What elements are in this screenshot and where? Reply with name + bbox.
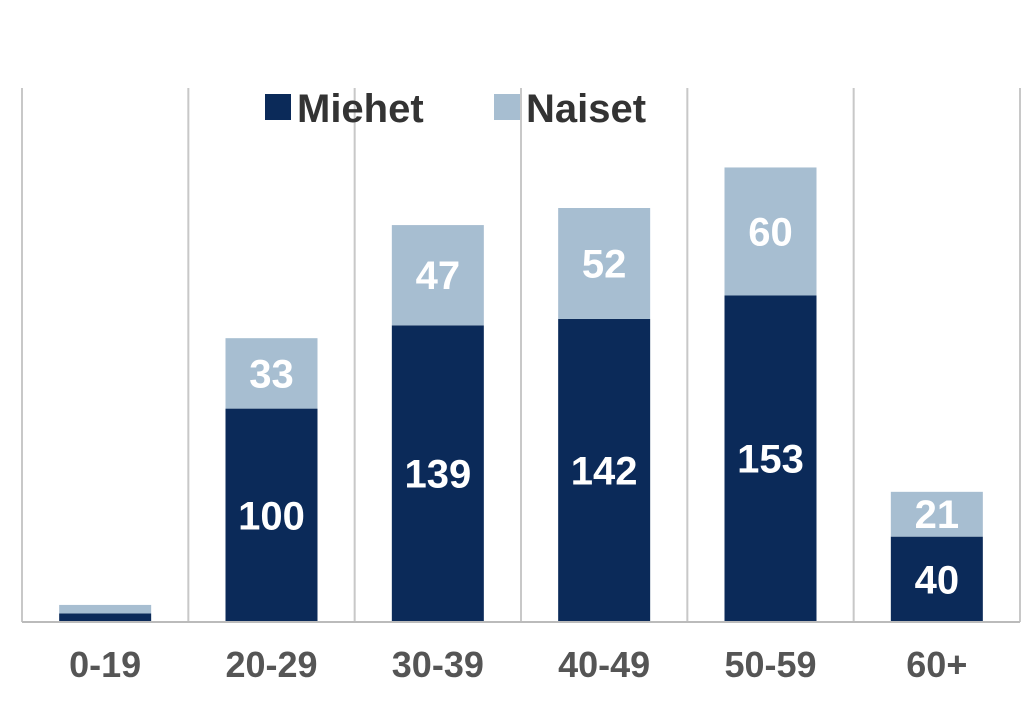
data-label-naiset-50-59: 60 [748,210,793,254]
bar-miehet-20-29 [225,408,318,622]
x-tick-label-50-59: 50-59 [724,644,816,685]
data-label-naiset-30-39: 47 [416,254,461,298]
legend-swatch-miehet [265,94,291,120]
bar-miehet-0-19 [59,613,152,622]
data-label-miehet-30-39: 139 [404,453,471,497]
legend-label-naiset: Naiset [526,87,646,131]
data-label-naiset-60+: 21 [915,493,960,537]
bar-miehet-30-39 [391,325,484,622]
legend: Miehet Naiset [265,87,646,131]
category-separators [21,88,1021,622]
data-label-miehet-40-49: 142 [571,449,638,493]
data-label-miehet-20-29: 100 [238,494,305,538]
data-label-miehet-60+: 40 [915,558,960,602]
x-tick-label-0-19: 0-19 [69,644,141,685]
x-tick-label-20-29: 20-29 [225,644,317,685]
bar-naiset-60+ [890,491,983,537]
x-tick-label-30-39: 30-39 [392,644,484,685]
data-label-miehet-50-59: 153 [737,438,804,482]
data-label-naiset-20-29: 33 [249,352,294,396]
data-label-naiset-40-49: 52 [582,242,627,286]
legend-swatch-naiset [494,94,520,120]
x-tick-labels: 0-19 20-29 30-39 40-49 50-59 60+ [69,644,967,685]
legend-label-miehet: Miehet [297,87,424,131]
bar-naiset-0-19 [59,604,152,614]
bar-naiset-30-39 [391,225,484,326]
bar-naiset-40-49 [558,208,651,319]
bar-naiset-50-59 [724,167,817,296]
x-tick-label-60+: 60+ [906,644,967,685]
bars: 100 33 139 47 142 52 153 60 40 21 [59,167,983,622]
bar-miehet-50-59 [724,295,817,622]
bar-miehet-40-49 [558,318,651,622]
x-tick-label-40-49: 40-49 [558,644,650,685]
bar-miehet-60+ [890,536,983,622]
bar-naiset-20-29 [225,338,318,409]
